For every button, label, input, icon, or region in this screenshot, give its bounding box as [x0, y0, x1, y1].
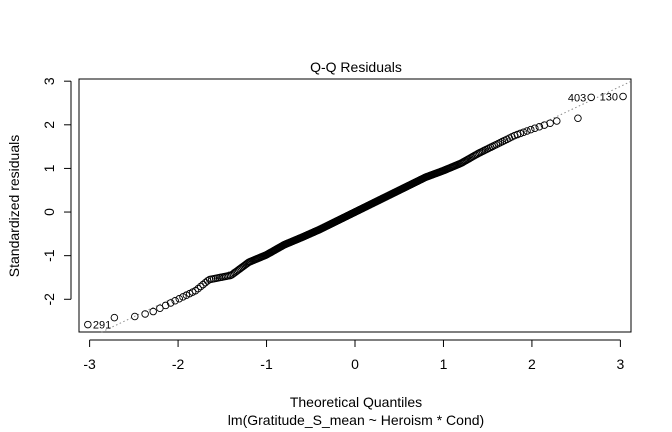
- qq-point: [196, 282, 205, 291]
- x-tick-label: -3: [83, 356, 96, 372]
- qq-point: [553, 117, 561, 125]
- x-tick-label: 2: [528, 356, 536, 372]
- qq-point: [587, 93, 595, 102]
- x-axis: -3 -2 -1 0 1 2 3: [83, 339, 624, 372]
- qq-point: [523, 127, 531, 135]
- x-tick-label: 3: [616, 356, 624, 372]
- qq-point: [171, 296, 179, 305]
- x-tick-label: -2: [172, 356, 185, 372]
- qq-point: [110, 313, 119, 322]
- qq-point: [131, 312, 139, 321]
- y-tick-label: 1: [41, 164, 57, 172]
- chart-subtitle: lm(Gratitude_S_mean ~ Heroism * Cond): [228, 412, 484, 428]
- qq-point: [531, 124, 539, 132]
- x-tick-label: 0: [351, 356, 359, 372]
- qq-point: [619, 92, 627, 101]
- point-labels: 291 403 130: [93, 91, 618, 331]
- qq-point: [519, 128, 528, 136]
- qq-point: [527, 125, 535, 134]
- qq-point: [194, 284, 202, 293]
- qq-point: [199, 280, 207, 289]
- qq-point: [166, 299, 175, 307]
- qq-point: [141, 310, 149, 318]
- qq-point: [234, 266, 243, 274]
- qq-point: [84, 320, 92, 329]
- y-tick-label: 2: [41, 121, 57, 129]
- qq-point: [179, 293, 187, 301]
- y-axis-label: Standardized residuals: [6, 135, 22, 277]
- x-tick-label: 1: [440, 356, 448, 372]
- y-tick-label: -1: [41, 249, 57, 262]
- x-axis-label: Theoretical Quantiles: [290, 394, 422, 410]
- qq-point: [175, 294, 183, 303]
- x-tick-label: -1: [260, 356, 273, 372]
- y-tick-label: 0: [41, 208, 57, 216]
- plot-frame: [78, 78, 632, 333]
- points-group: [84, 92, 627, 329]
- y-tick-label: 3: [41, 77, 57, 85]
- y-tick-label: -2: [41, 293, 57, 306]
- qq-point: [191, 286, 200, 295]
- y-axis: -2 -1 0 1 2 3: [41, 77, 72, 306]
- qq-point: [516, 129, 525, 138]
- qq-point: [149, 307, 157, 316]
- point-label: 291: [93, 320, 111, 332]
- qq-point: [574, 114, 582, 123]
- qq-point: [546, 119, 554, 127]
- point-label: 403: [568, 92, 586, 104]
- chart-title: Q-Q Residuals: [310, 59, 402, 75]
- qq-point: [233, 266, 242, 275]
- point-label: 130: [600, 91, 618, 103]
- qq-point: [535, 122, 544, 131]
